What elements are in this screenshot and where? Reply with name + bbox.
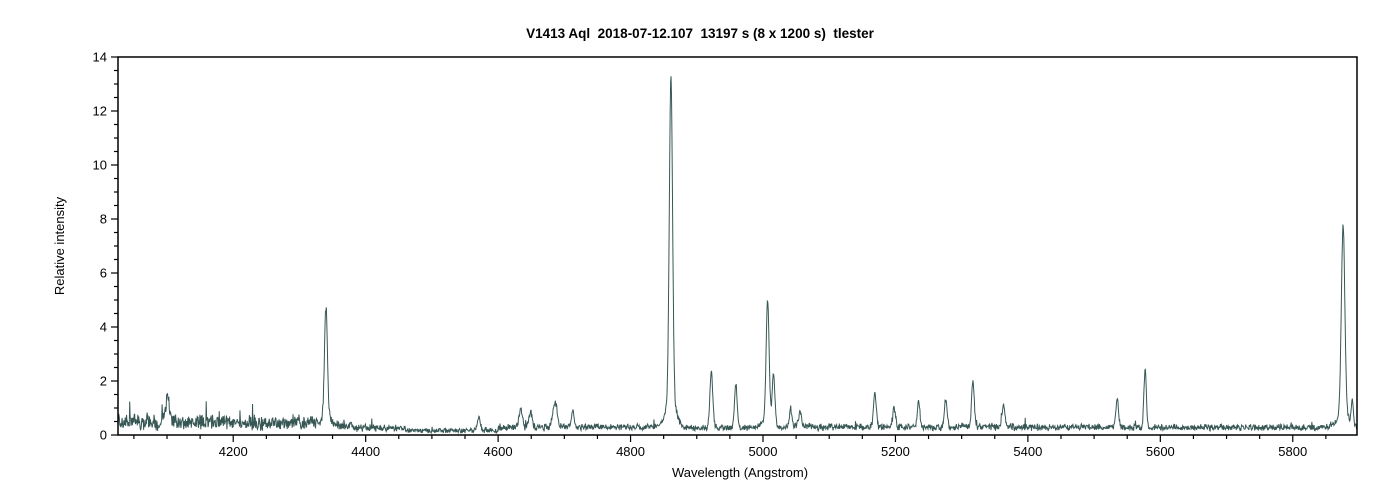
tick-label: 5400 <box>1013 444 1042 459</box>
tick-label: 6 <box>100 266 107 281</box>
x-axis-label: Wavelength (Angstrom) <box>672 465 808 480</box>
spectrum-trace <box>117 76 1358 435</box>
tick-label: 8 <box>100 212 107 227</box>
axis-tick-labels: 4200 4400 4600 4800 5000 5200 5400 5600 5800 0 2 4 6… <box>93 50 1308 460</box>
tick-label: 5600 <box>1146 444 1175 459</box>
tick-label: 4800 <box>616 444 645 459</box>
tick-label: 4400 <box>351 444 380 459</box>
tick-label: 12 <box>93 104 107 119</box>
tick-label: 5800 <box>1278 444 1307 459</box>
tick-label: 5000 <box>749 444 778 459</box>
chart-title: V1413 Aql 2018-07-12.107 13197 s (8 x 12… <box>526 26 874 41</box>
tick-label: 4 <box>100 320 107 335</box>
tick-label: 2 <box>100 374 107 389</box>
y-axis-label: Relative intensity <box>52 196 67 295</box>
tick-label: 5200 <box>881 444 910 459</box>
tick-label: 14 <box>93 50 107 65</box>
tick-label: 0 <box>100 428 107 443</box>
tick-label: 10 <box>93 158 107 173</box>
axis-ticks <box>111 56 1327 442</box>
tick-label: 4200 <box>219 444 248 459</box>
tick-label: 4600 <box>484 444 513 459</box>
plot-border <box>117 56 1358 436</box>
